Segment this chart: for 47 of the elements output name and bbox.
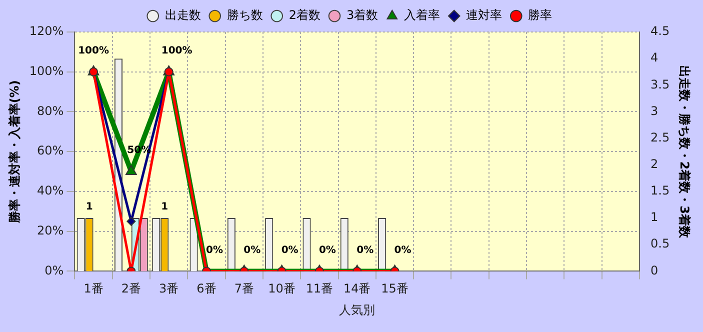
legend-label: 勝ち数: [226, 8, 263, 22]
legend-label: 勝率: [528, 8, 552, 22]
data-label: 100%: [161, 45, 192, 56]
y-tick-label: 100%: [29, 64, 64, 78]
y-tick-label: 80%: [37, 104, 64, 118]
legend-label: 2着数: [288, 8, 321, 22]
y2-tick-label: 0: [650, 263, 658, 278]
y-tick-label: 40%: [37, 184, 64, 198]
data-label: 100%: [78, 45, 109, 56]
x-tick-label: 7番: [234, 282, 254, 296]
point: [125, 165, 137, 176]
legend-label: 出走数: [164, 8, 201, 22]
data-label: 0%: [356, 244, 374, 256]
legend-label: 3着数: [346, 8, 378, 22]
x-tick-label: 11番: [306, 282, 334, 296]
x-axis-title: 人気別: [339, 302, 376, 317]
y2-tick-label: 1: [650, 210, 658, 224]
y2-tick-label: 3.5: [650, 77, 670, 92]
y-tick-label: 120%: [29, 24, 64, 38]
x-tick-label: 15番: [381, 282, 408, 296]
y2-tick-label: 4.5: [650, 24, 670, 38]
data-label: 1: [86, 202, 93, 213]
data-label: 0%: [318, 244, 336, 256]
y2-axis-title: 出走数・勝ち数・2着数・3着数: [678, 65, 692, 239]
x-tick-label: 14番: [343, 282, 371, 296]
data-label: 0%: [206, 244, 223, 256]
y-axis-title: 勝率・連対率・入着率(%): [7, 80, 22, 224]
x-tick-label: 3番: [159, 282, 179, 296]
legend-label: 入着率: [404, 8, 440, 22]
y2-tick-label: 1.5: [650, 184, 670, 198]
y2-tick-label: 2: [650, 157, 658, 172]
y2-tick-label: 3: [650, 104, 658, 118]
data-label: 1: [161, 202, 168, 213]
data-label: 0%: [394, 244, 412, 256]
x-tick-label: 10番: [268, 282, 296, 296]
y2-tick-label: 2.5: [650, 130, 670, 144]
y2-tick-label: 0.5: [650, 236, 670, 251]
x-tick-label: 2番: [121, 282, 142, 296]
data-label: 0%: [244, 244, 261, 256]
data-label: 0%: [281, 244, 298, 256]
y-tick-label: 0%: [44, 263, 64, 278]
legend-label: 連対率: [466, 8, 502, 22]
x-tick-label: 6番: [196, 282, 216, 296]
x-tick-label: 1番: [84, 282, 104, 296]
y-tick-label: 20%: [37, 223, 64, 238]
y-tick-label: 60%: [37, 144, 64, 158]
y2-tick-label: 4: [650, 50, 658, 65]
